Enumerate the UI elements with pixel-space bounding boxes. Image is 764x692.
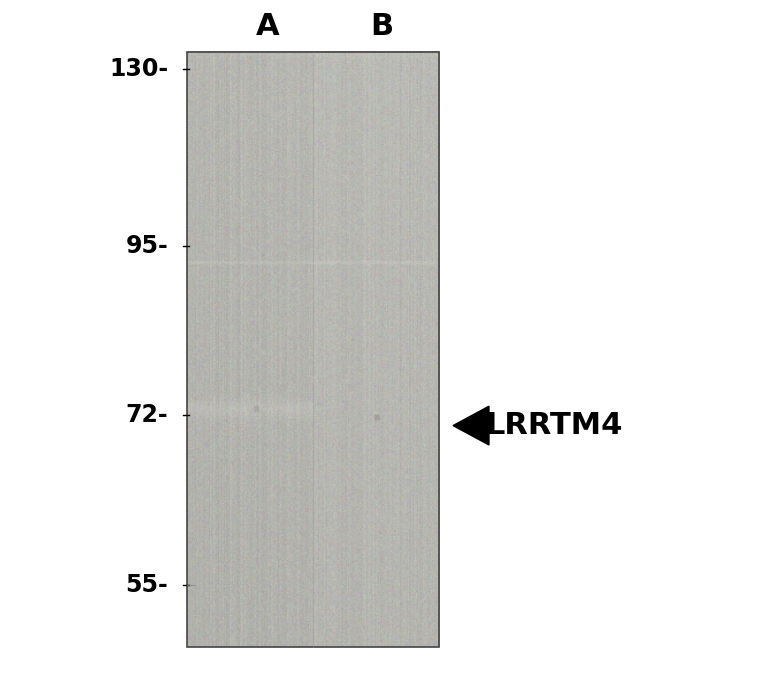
Bar: [187, 52, 439, 647]
Polygon shape: [453, 406, 489, 445]
Text: 55-: 55-: [125, 573, 168, 597]
Text: 130-: 130-: [109, 57, 168, 81]
Text: LRRTM4: LRRTM4: [485, 411, 623, 440]
Text: A: A: [256, 12, 279, 41]
Text: 95-: 95-: [125, 234, 168, 257]
Text: B: B: [371, 12, 393, 41]
Text: 72-: 72-: [125, 403, 168, 427]
